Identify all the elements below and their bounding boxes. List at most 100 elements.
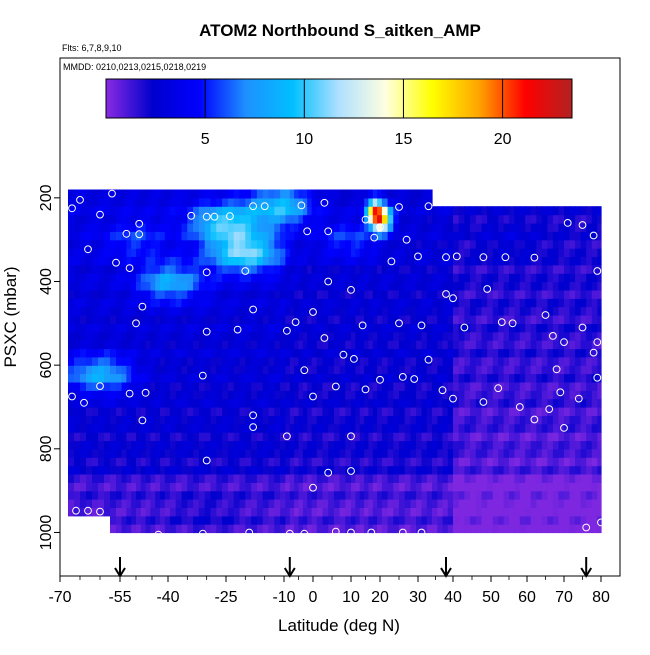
heatmap-cell xyxy=(68,197,75,207)
heatmap-cell xyxy=(580,348,587,358)
heatmap-cell xyxy=(251,507,258,517)
heatmap-cell xyxy=(333,222,341,232)
heatmap-cell xyxy=(307,206,313,216)
heatmap-cell xyxy=(575,448,582,458)
sample-point xyxy=(452,252,461,261)
heatmap-cell xyxy=(131,390,137,400)
heatmap-cell xyxy=(86,398,93,408)
heatmap-cell xyxy=(280,473,286,483)
heatmap-cell xyxy=(591,356,598,366)
sample-point xyxy=(589,348,598,357)
heatmap-cell xyxy=(569,373,576,383)
heatmap-cell xyxy=(552,340,560,350)
heatmap-cell xyxy=(442,524,449,534)
heatmap-cell xyxy=(298,440,304,450)
heatmap-cell xyxy=(204,381,212,391)
heatmap-cell xyxy=(339,340,346,350)
heatmap-cell xyxy=(503,482,510,492)
heatmap-cell xyxy=(453,222,460,232)
heatmap-cell xyxy=(193,331,200,341)
heatmap-cell xyxy=(311,440,318,450)
heatmap-cell xyxy=(377,306,383,316)
heatmap-cell xyxy=(86,273,93,283)
heatmap-cell xyxy=(285,440,291,450)
heatmap-cell xyxy=(421,440,428,450)
heatmap-cell xyxy=(280,331,286,341)
heatmap-cell xyxy=(381,423,389,433)
heatmap-cell xyxy=(432,323,438,333)
heatmap-cell xyxy=(136,507,142,517)
heatmap-cell xyxy=(442,465,449,475)
heatmap-cell xyxy=(530,231,537,241)
heatmap-cell xyxy=(421,239,428,249)
heatmap-cell xyxy=(227,457,235,467)
heatmap-cell xyxy=(302,398,308,408)
heatmap-cell xyxy=(121,306,127,316)
heatmap-cell xyxy=(150,256,156,266)
heatmap-cell xyxy=(393,298,400,308)
heatmap-cell xyxy=(131,222,137,232)
heatmap-cell xyxy=(80,440,87,450)
heatmap-cell xyxy=(110,432,117,442)
heatmap-cell xyxy=(333,398,341,408)
heatmap-cell xyxy=(481,231,488,241)
heatmap-cell xyxy=(92,289,99,299)
heatmap-cell xyxy=(355,248,361,257)
heatmap-cell xyxy=(416,440,423,450)
heatmap-cell xyxy=(437,323,444,333)
heatmap-cell xyxy=(104,365,111,375)
sample-point xyxy=(589,231,598,240)
heatmap-cell xyxy=(359,189,365,199)
heatmap-cell xyxy=(514,390,521,400)
heatmap-cell xyxy=(381,465,389,475)
heatmap-cell xyxy=(426,507,433,517)
heatmap-cell xyxy=(432,507,438,517)
heatmap-cell xyxy=(155,206,161,216)
heatmap-cell xyxy=(245,273,252,283)
heatmap-cell xyxy=(289,197,295,207)
heatmap-cell xyxy=(193,231,200,241)
heatmap-cell xyxy=(274,231,281,241)
heatmap-cell xyxy=(458,206,465,216)
heatmap-cell xyxy=(351,507,356,517)
heatmap-cell xyxy=(552,465,560,475)
heatmap-cell xyxy=(464,373,471,383)
heatmap-cell xyxy=(160,340,166,350)
heatmap-cell xyxy=(536,315,543,324)
heatmap-cell xyxy=(98,440,105,450)
heatmap-cell xyxy=(393,197,400,207)
heatmap-cell xyxy=(294,340,300,350)
heatmap-cell xyxy=(492,256,499,266)
heatmap-cell xyxy=(470,323,477,333)
heatmap-cell xyxy=(381,348,389,358)
heatmap-cell xyxy=(169,222,177,232)
heatmap-cell xyxy=(328,306,335,316)
heatmap-cell xyxy=(437,507,444,517)
heatmap-cell xyxy=(509,457,515,467)
heatmap-cell xyxy=(547,457,554,467)
heatmap-cell xyxy=(98,331,105,341)
heatmap-cell xyxy=(447,415,454,425)
x-tick-label: 20 xyxy=(371,589,389,606)
heatmap-cell xyxy=(169,482,177,492)
heatmap-cell xyxy=(410,356,417,366)
heatmap-cell xyxy=(227,515,235,525)
heatmap-cell xyxy=(175,365,183,375)
heatmap-cell xyxy=(169,273,177,283)
sample-point xyxy=(84,506,92,515)
heatmap-cell xyxy=(233,231,241,241)
heatmap-cell xyxy=(285,465,291,475)
heatmap-cell xyxy=(393,415,400,425)
heatmap-cell xyxy=(575,356,582,366)
heatmap-cell xyxy=(351,499,356,508)
heatmap-cell xyxy=(274,390,281,400)
heatmap-cell xyxy=(328,289,335,299)
heatmap-cell xyxy=(339,189,346,199)
heatmap-cell xyxy=(155,524,161,534)
heatmap-cell xyxy=(351,390,356,400)
heatmap-cell xyxy=(145,415,151,425)
heatmap-cell xyxy=(432,524,438,534)
heatmap-cell xyxy=(104,264,111,274)
heatmap-cell xyxy=(591,499,598,508)
heatmap-cell xyxy=(481,289,488,299)
